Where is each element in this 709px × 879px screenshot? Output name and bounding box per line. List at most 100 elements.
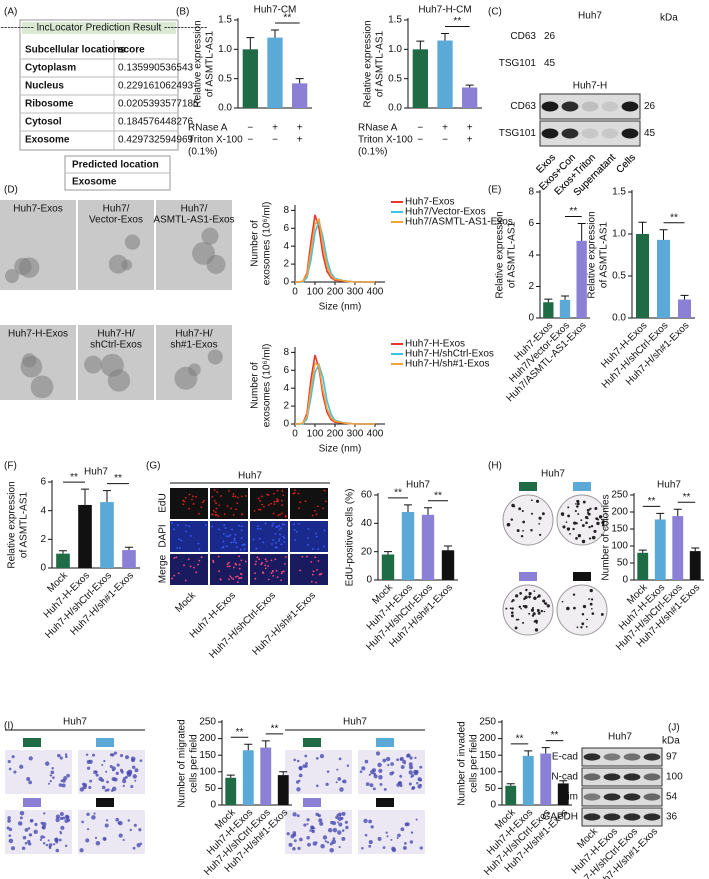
- cell-dot: [280, 579, 283, 582]
- y-axis-label: Relative expression: [495, 211, 506, 298]
- cell-dot: [299, 501, 302, 504]
- panel-label: (I): [4, 721, 13, 732]
- tem-label: shCtrl-Exos: [90, 340, 142, 351]
- cell-dot: [126, 772, 132, 777]
- cell-dot: [305, 761, 308, 765]
- error-bar: [125, 546, 133, 551]
- cell-dot: [306, 835, 310, 840]
- cell-dot: [310, 580, 313, 583]
- cell-dot: [22, 835, 27, 840]
- tem-vesicle: [174, 366, 198, 390]
- cell-dot: [278, 524, 281, 527]
- blot-band: [643, 753, 661, 761]
- cell-dot: [213, 489, 216, 491]
- colony: [538, 522, 540, 525]
- colony: [580, 519, 583, 522]
- image-column-label: Mock: [173, 590, 198, 615]
- bar: [242, 750, 254, 805]
- cell-dot: [306, 823, 309, 826]
- cell-dot: [221, 546, 224, 549]
- blot-band-name: Vim: [561, 792, 578, 803]
- cell-dot: [345, 825, 349, 830]
- blot-kda: 45: [644, 128, 656, 139]
- cell-dot: [211, 525, 213, 528]
- colony: [525, 588, 528, 592]
- cell-dot: [261, 503, 264, 506]
- colony: [585, 521, 588, 525]
- cell-dot: [311, 829, 315, 834]
- cell-dot: [399, 774, 403, 778]
- cell-dot: [134, 779, 137, 782]
- tem-vesicle: [18, 257, 40, 278]
- blot-band: [583, 793, 601, 801]
- cell-dot: [294, 539, 297, 541]
- cell-dot: [299, 837, 303, 842]
- cell-dot: [239, 548, 242, 551]
- y-axis-label: cells per field: [189, 734, 200, 792]
- colony: [543, 610, 546, 613]
- tem-vesicle: [108, 254, 128, 274]
- cell-dot: [119, 753, 124, 758]
- cell-dot: [235, 545, 238, 548]
- blot-band: [583, 813, 601, 821]
- colony: [575, 503, 577, 505]
- bar: [559, 299, 571, 318]
- y-tick-label: 2: [40, 534, 46, 545]
- colony: [596, 521, 600, 526]
- y-tick-label: 0.0: [612, 313, 626, 324]
- cell-dot: [188, 525, 191, 528]
- cell-dot: [109, 764, 113, 768]
- error-bar: [465, 84, 474, 88]
- colony: [560, 512, 565, 516]
- cell-dot: [115, 771, 119, 775]
- cell-dot: [255, 560, 258, 563]
- cell-dot: [373, 772, 377, 776]
- colony: [565, 521, 568, 523]
- cell-dot: [95, 770, 98, 774]
- table-title-band: [22, 22, 176, 34]
- cell-dot: [66, 773, 70, 778]
- cell-dot: [115, 817, 120, 822]
- treatment-sign: +: [442, 123, 448, 134]
- cell-dot: [382, 758, 387, 763]
- y-tick-label: 200: [479, 733, 496, 744]
- colony: [594, 507, 598, 510]
- y-tick-label: 1.0: [612, 229, 626, 240]
- cell-dot: [274, 533, 277, 535]
- cell-dot: [51, 767, 54, 770]
- cell-dot: [419, 846, 423, 850]
- blot-band-name: TSG101: [499, 128, 537, 139]
- colony: [534, 628, 539, 632]
- cell-dot: [298, 779, 301, 783]
- transwell-image: [78, 810, 145, 854]
- cell-dot: [274, 558, 277, 561]
- cell-dot: [228, 565, 231, 568]
- cell-dot: [122, 779, 127, 784]
- cell-dot: [19, 816, 23, 820]
- x-tick-label: 0: [292, 429, 298, 440]
- cell-dot: [238, 524, 241, 527]
- cell-dot: [235, 542, 237, 544]
- significance-label: **: [114, 473, 122, 484]
- error-bar: [673, 508, 682, 517]
- cell-dot: [222, 545, 225, 548]
- cell-dot: [211, 495, 214, 498]
- y-axis-label: of ASMTL-AS1: [205, 30, 216, 97]
- cell-dot: [415, 818, 418, 821]
- colony: [539, 533, 542, 536]
- cell-dot: [408, 762, 413, 767]
- colony-dish: [502, 494, 554, 546]
- cell-dot: [365, 782, 370, 786]
- significance-label: **: [394, 488, 402, 499]
- cell-dot: [408, 770, 413, 775]
- y-tick-label: 50: [205, 783, 217, 794]
- cell-dot: [17, 821, 23, 826]
- y-tick-label: 0: [490, 800, 496, 811]
- y-axis-label: exosomes (10⁶/ml): [262, 344, 273, 428]
- cell-dot: [311, 548, 314, 550]
- colony: [588, 537, 592, 540]
- cell-dot: [272, 574, 275, 577]
- cell-dot: [127, 819, 131, 822]
- colony: [520, 607, 522, 610]
- cell-dot: [390, 762, 394, 766]
